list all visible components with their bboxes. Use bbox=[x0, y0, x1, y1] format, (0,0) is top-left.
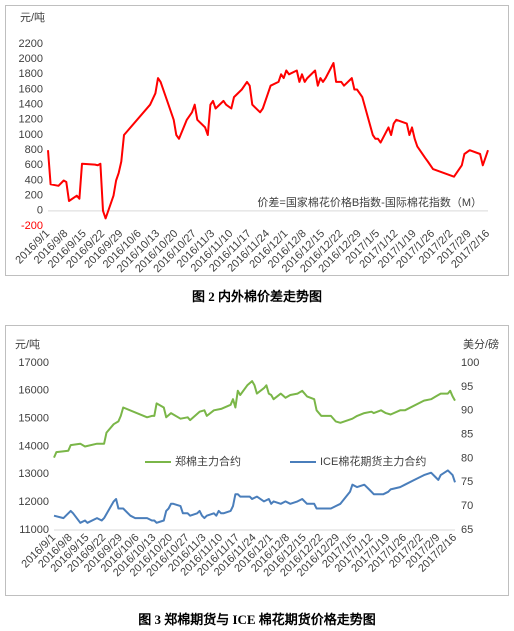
y2-tick-label: 80 bbox=[461, 452, 473, 464]
y-tick-label: -200 bbox=[21, 220, 43, 232]
legend-label: 郑棉主力合约 bbox=[175, 454, 241, 468]
y-tick-label: 0 bbox=[37, 205, 43, 217]
y-tick-label: 14000 bbox=[18, 440, 49, 452]
y-axis-label: 元/吨 bbox=[20, 11, 45, 24]
y2-tick-label: 100 bbox=[461, 357, 479, 369]
y2-tick-label: 95 bbox=[461, 381, 473, 393]
y2-tick-label: 75 bbox=[461, 476, 473, 488]
y-tick-label: 1000 bbox=[19, 129, 43, 141]
y-tick-label: 1400 bbox=[19, 99, 43, 111]
y2-tick-label: 90 bbox=[461, 405, 473, 417]
y-tick-label: 1200 bbox=[19, 114, 43, 126]
chart-frame bbox=[5, 5, 509, 276]
y-tick-label: 200 bbox=[25, 190, 43, 202]
figure-caption: 图 2 内外棉价差走势图 bbox=[192, 289, 322, 304]
y2-tick-label: 65 bbox=[461, 524, 473, 536]
legend-label: ICE棉花期货主力合约 bbox=[320, 454, 426, 468]
y-axis-label: 元/吨 bbox=[15, 338, 40, 351]
y2-tick-label: 70 bbox=[461, 500, 473, 512]
y-tick-label: 2200 bbox=[19, 38, 43, 50]
y-tick-label: 600 bbox=[25, 159, 43, 171]
y-tick-label: 1600 bbox=[19, 83, 43, 95]
y-tick-label: 11000 bbox=[19, 524, 49, 536]
data-line bbox=[47, 62, 489, 220]
y-tick-label: 15000 bbox=[18, 413, 49, 425]
y2-tick-label: 85 bbox=[461, 428, 473, 440]
y-tick-label: 1800 bbox=[19, 68, 43, 80]
y-tick-label: 800 bbox=[25, 144, 43, 156]
y-tick-label: 400 bbox=[25, 174, 43, 186]
y-tick-label: 17000 bbox=[18, 357, 49, 369]
annotation: 价差=国家棉花价格B指数-国际棉花指数（M） bbox=[257, 195, 482, 209]
figure-caption: 图 3 郑棉期货与 ICE 棉花期货价格走势图 bbox=[138, 612, 376, 627]
y-tick-label: 2000 bbox=[19, 53, 43, 65]
y2-axis-label: 美分/磅 bbox=[463, 337, 499, 351]
chart-frame bbox=[5, 325, 509, 596]
y-tick-label: 12000 bbox=[18, 496, 49, 508]
y-tick-label: 16000 bbox=[18, 385, 49, 397]
data-line bbox=[53, 469, 456, 524]
data-line bbox=[53, 380, 456, 458]
y-tick-label: 13000 bbox=[18, 468, 49, 480]
